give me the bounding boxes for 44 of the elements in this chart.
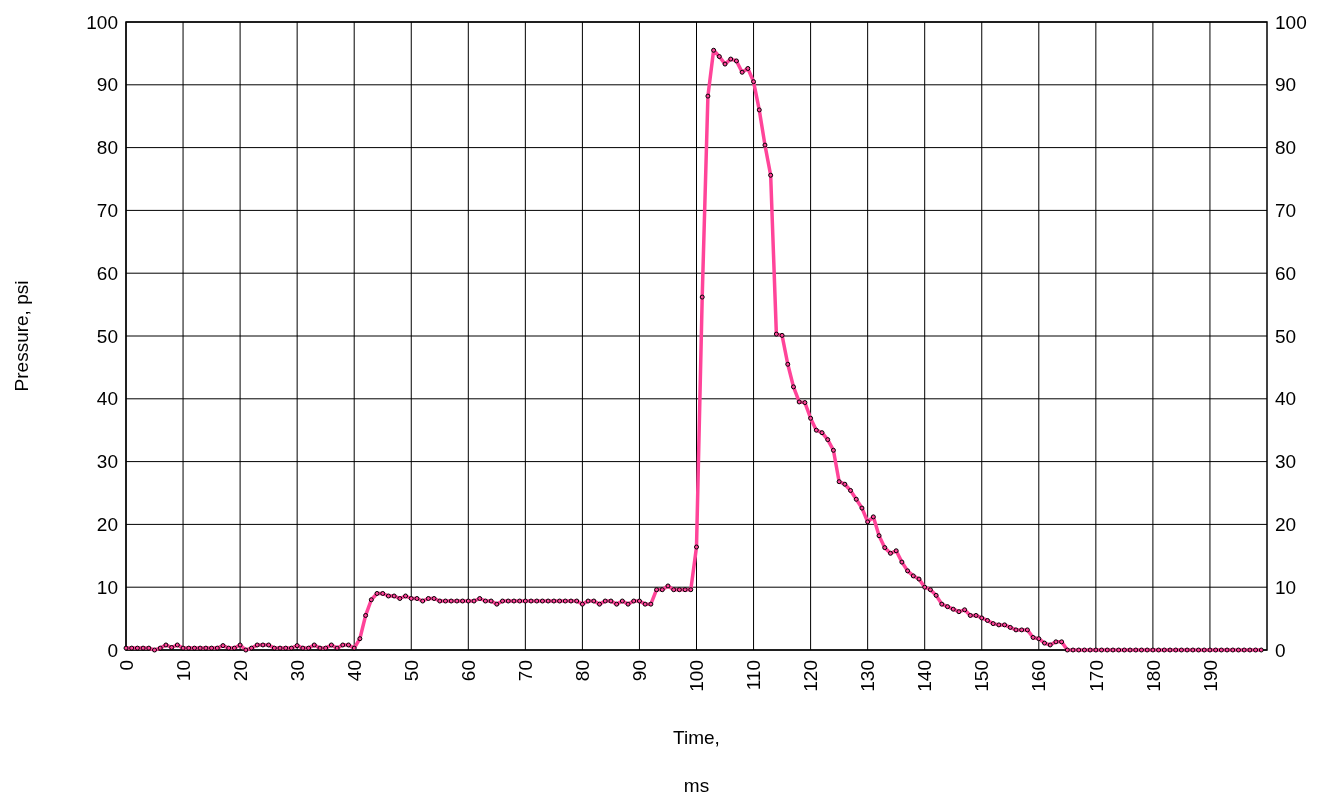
x-tick-label: 90	[629, 660, 651, 682]
x-tick-label: 120	[800, 660, 822, 692]
y2-tick-label: 80	[1275, 137, 1297, 159]
x-tick-label: 160	[1028, 660, 1050, 692]
y2-tick-label: 30	[1275, 451, 1297, 473]
y-tick-label: 80	[96, 137, 118, 159]
y-tick-label: 0	[107, 639, 118, 661]
x-tick-label: 60	[457, 660, 479, 682]
x-tick-label: 140	[914, 660, 936, 692]
y2-tick-label: 40	[1275, 388, 1297, 410]
x-tick-label: 20	[229, 660, 251, 682]
x-tick-label: 0	[115, 660, 137, 671]
y2-tick-label: 10	[1275, 576, 1297, 598]
y-tick-label: 60	[96, 262, 118, 284]
x-tick-label: 180	[1142, 660, 1164, 692]
x-tick-label: 70	[515, 660, 536, 682]
y-tick-label: 40	[96, 388, 118, 410]
x-tick-label: 150	[971, 660, 993, 692]
y-tick-label: 30	[96, 451, 118, 473]
x-tick-label: 100	[686, 660, 708, 692]
y2-tick-label: 0	[1275, 639, 1286, 661]
y2-tick-label: 70	[1275, 200, 1297, 222]
text: Time, ms	[673, 727, 720, 796]
y2-tick-label: 100	[1275, 11, 1307, 33]
x-tick-label: 50	[400, 660, 422, 682]
y2-tick-label: 60	[1275, 262, 1297, 284]
y-tick-label: 20	[96, 514, 118, 536]
y-tick-label: 50	[96, 325, 118, 347]
x-tick-label: 80	[572, 660, 594, 682]
x-tick-label: 190	[1199, 660, 1221, 692]
y-axis-title: Pressure, psi	[11, 280, 32, 392]
x-tick-label: 110	[743, 660, 765, 691]
x-tick-label: 170	[1085, 660, 1107, 692]
y-tick-label: 90	[96, 74, 118, 96]
x-tick-label: 10	[172, 660, 194, 682]
y2-tick-label: 90	[1275, 74, 1297, 96]
x-tick-label: 30	[286, 660, 308, 682]
x-tick-label: 130	[857, 660, 879, 692]
y-tick-label: 70	[96, 200, 118, 222]
x-tick-label: 40	[343, 660, 365, 682]
y2-tick-label: 20	[1275, 514, 1297, 536]
y-tick-label: 100	[86, 11, 118, 33]
y-tick-label: 10	[96, 576, 118, 598]
y2-tick-label: 50	[1275, 325, 1297, 347]
